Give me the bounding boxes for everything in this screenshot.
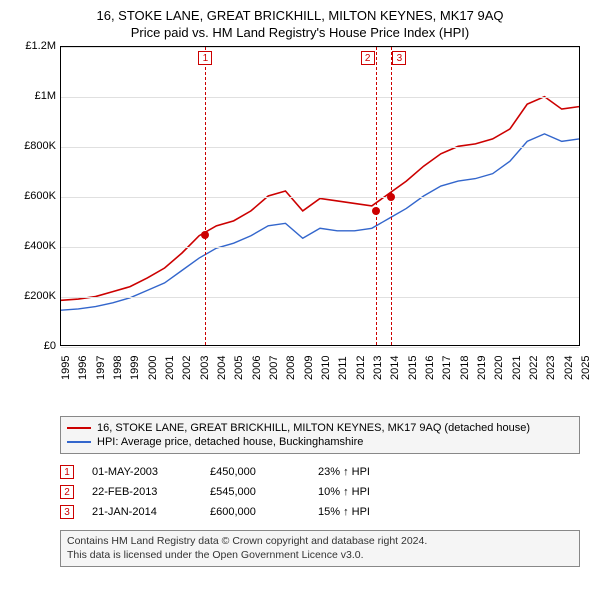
event-number-box: 1 (60, 465, 74, 479)
event-price: £545,000 (210, 486, 300, 498)
x-tick-label: 2012 (355, 356, 367, 380)
x-tick-label: 2025 (580, 356, 592, 380)
y-tick-label: £400K (12, 240, 56, 252)
event-date: 22-FEB-2013 (92, 486, 192, 498)
event-row: 1 01-MAY-2003 £450,000 23% ↑ HPI (60, 462, 580, 482)
event-marker: 1 (198, 51, 212, 65)
legend-swatch (67, 441, 91, 443)
gridline (61, 47, 579, 48)
x-tick-label: 2000 (147, 356, 159, 380)
x-tick-label: 2010 (320, 356, 332, 380)
gridline (61, 197, 579, 198)
sale-point (387, 193, 395, 201)
gridline (61, 97, 579, 98)
event-number-box: 2 (60, 485, 74, 499)
sale-point (201, 231, 209, 239)
title-block: 16, STOKE LANE, GREAT BRICKHILL, MILTON … (12, 8, 588, 40)
title-address: 16, STOKE LANE, GREAT BRICKHILL, MILTON … (12, 8, 588, 23)
x-tick-label: 2014 (389, 356, 401, 380)
x-tick-label: 2011 (337, 356, 349, 380)
x-tick-label: 2021 (511, 356, 523, 380)
x-tick-label: 2024 (563, 356, 575, 380)
line-svg (61, 47, 579, 345)
event-price: £600,000 (210, 506, 300, 518)
event-marker: 2 (361, 51, 375, 65)
event-pct: 15% ↑ HPI (318, 506, 418, 518)
y-tick-label: £200K (12, 290, 56, 302)
event-pct: 23% ↑ HPI (318, 466, 418, 478)
x-tick-label: 2009 (303, 356, 315, 380)
y-tick-label: £600K (12, 190, 56, 202)
footer-line2: This data is licensed under the Open Gov… (67, 549, 573, 563)
legend-row: 16, STOKE LANE, GREAT BRICKHILL, MILTON … (67, 421, 573, 435)
event-line (205, 47, 206, 345)
x-tick-label: 2020 (493, 356, 505, 380)
x-tick-label: 1997 (95, 356, 107, 380)
gridline (61, 247, 579, 248)
footer-attribution: Contains HM Land Registry data © Crown c… (60, 530, 580, 567)
series-hpi (61, 134, 579, 310)
x-tick-label: 2005 (233, 356, 245, 380)
x-tick-label: 2002 (181, 356, 193, 380)
x-tick-label: 1995 (60, 356, 72, 380)
x-tick-label: 2023 (545, 356, 557, 380)
x-tick-label: 2013 (372, 356, 384, 380)
x-tick-label: 2018 (459, 356, 471, 380)
y-tick-label: £1.2M (12, 40, 56, 52)
y-tick-label: £800K (12, 140, 56, 152)
y-tick-label: £1M (12, 90, 56, 102)
x-tick-label: 1999 (129, 356, 141, 380)
chart-area: 123 £0£200K£400K£600K£800K£1M£1.2M199519… (12, 46, 588, 376)
x-tick-label: 1998 (112, 356, 124, 380)
event-price: £450,000 (210, 466, 300, 478)
x-tick-label: 2019 (476, 356, 488, 380)
legend-row: HPI: Average price, detached house, Buck… (67, 435, 573, 449)
event-number-box: 3 (60, 505, 74, 519)
event-pct: 10% ↑ HPI (318, 486, 418, 498)
y-tick-label: £0 (12, 340, 56, 352)
event-row: 2 22-FEB-2013 £545,000 10% ↑ HPI (60, 482, 580, 502)
x-tick-label: 2022 (528, 356, 540, 380)
gridline (61, 147, 579, 148)
gridline (61, 297, 579, 298)
legend-label: 16, STOKE LANE, GREAT BRICKHILL, MILTON … (97, 422, 530, 434)
event-row: 3 21-JAN-2014 £600,000 15% ↑ HPI (60, 502, 580, 522)
x-tick-label: 2016 (424, 356, 436, 380)
x-tick-label: 2003 (199, 356, 211, 380)
event-line (376, 47, 377, 345)
series-property (61, 97, 579, 301)
legend-label: HPI: Average price, detached house, Buck… (97, 436, 363, 448)
event-marker: 3 (392, 51, 406, 65)
x-tick-label: 2004 (216, 356, 228, 380)
legend-box: 16, STOKE LANE, GREAT BRICKHILL, MILTON … (60, 416, 580, 454)
sale-point (372, 207, 380, 215)
footer-line1: Contains HM Land Registry data © Crown c… (67, 535, 573, 549)
x-tick-label: 2007 (268, 356, 280, 380)
legend-swatch (67, 427, 91, 429)
x-tick-label: 2008 (285, 356, 297, 380)
event-date: 21-JAN-2014 (92, 506, 192, 518)
x-tick-label: 2006 (251, 356, 263, 380)
x-tick-label: 2017 (441, 356, 453, 380)
event-date: 01-MAY-2003 (92, 466, 192, 478)
x-tick-label: 1996 (77, 356, 89, 380)
plot-area: 1 2 3 (60, 46, 580, 346)
title-subtitle: Price paid vs. HM Land Registry's House … (12, 25, 588, 40)
x-tick-label: 2001 (164, 356, 176, 380)
x-tick-label: 2015 (407, 356, 419, 380)
events-table: 1 01-MAY-2003 £450,000 23% ↑ HPI 2 22-FEB-201… (60, 462, 580, 522)
chart-container: 16, STOKE LANE, GREAT BRICKHILL, MILTON … (0, 0, 600, 590)
gridline (61, 347, 579, 348)
